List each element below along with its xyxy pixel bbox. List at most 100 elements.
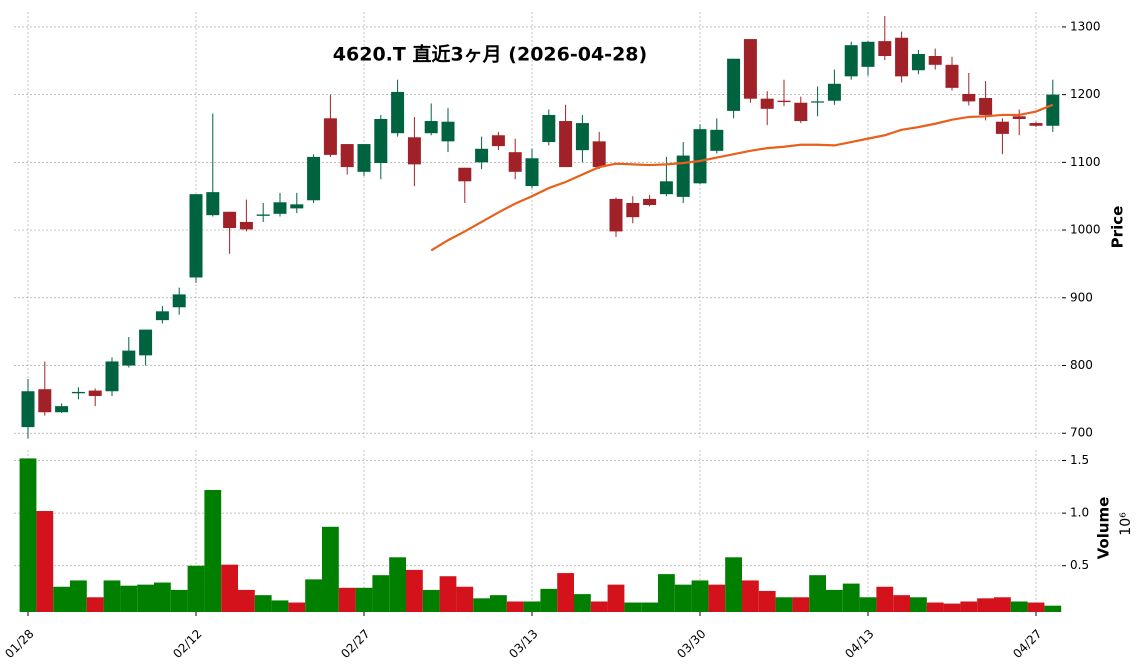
- volume-bar: [977, 598, 994, 612]
- y-tick-label: 800: [1070, 358, 1093, 372]
- candle-body: [878, 41, 892, 57]
- candle-body: [1029, 123, 1043, 126]
- volume-bar: [876, 586, 894, 612]
- volume-bar: [422, 589, 440, 612]
- y-tick-label: 1300: [1070, 19, 1101, 33]
- volume-bar: [271, 600, 289, 612]
- volume-bar: [523, 601, 541, 612]
- volume-bar: [607, 584, 625, 612]
- candle-body: [55, 406, 69, 413]
- volume-bar: [674, 584, 692, 612]
- volume-bar: [338, 587, 356, 612]
- volume-bar: [137, 584, 154, 612]
- volume-bar: [1010, 601, 1028, 612]
- y-tick-label: 1200: [1070, 87, 1101, 101]
- volume-bar: [322, 526, 339, 612]
- candle-body: [189, 194, 203, 278]
- y-tick-label: 1.0: [1070, 506, 1089, 520]
- volume-bar: [238, 589, 255, 612]
- candle-body: [710, 129, 724, 151]
- candle-body: [38, 389, 52, 413]
- volume-bar: [994, 597, 1011, 612]
- volume-bar: [490, 595, 507, 612]
- candle-body: [458, 167, 472, 182]
- volume-label: Volume: [1095, 497, 1113, 560]
- candle-body: [88, 390, 102, 396]
- candle-body: [760, 98, 774, 109]
- x-tick-label: 03/13: [506, 627, 540, 661]
- candle-body: [844, 45, 858, 77]
- candle-body: [374, 119, 388, 164]
- candle-body: [256, 214, 270, 216]
- candle-body: [340, 144, 354, 168]
- candle-body: [659, 181, 673, 195]
- volume-bar: [305, 579, 322, 612]
- volume-bar: [19, 458, 37, 612]
- candle-body: [743, 39, 757, 99]
- candle-body: [609, 198, 623, 232]
- volume-bar: [1027, 602, 1045, 612]
- candle-body: [122, 350, 136, 366]
- candle-body: [962, 93, 976, 102]
- volume-bar: [1044, 605, 1062, 612]
- candle-body: [626, 202, 640, 218]
- volume-bar: [557, 573, 574, 612]
- volume-bar: [624, 602, 642, 612]
- candle-body: [223, 211, 237, 229]
- candle-body: [441, 121, 455, 142]
- candle-body: [777, 100, 791, 103]
- candle-body: [139, 329, 153, 356]
- volume-bar: [70, 580, 87, 612]
- volume-bar: [204, 489, 222, 612]
- candle-body: [676, 155, 690, 197]
- candle-body: [643, 198, 657, 206]
- volume-bar: [893, 595, 910, 612]
- volume-bar: [406, 569, 423, 612]
- x-tick-label: 04/27: [1010, 627, 1044, 661]
- volume-bar: [254, 595, 272, 612]
- candle-body: [861, 41, 875, 67]
- volume-bar: [36, 511, 54, 612]
- volume-bar: [103, 580, 121, 612]
- volume-bar: [439, 576, 457, 612]
- volume-bar: [456, 586, 474, 612]
- candle-body: [323, 118, 337, 155]
- candle-body: [357, 144, 371, 172]
- volume-scale-label: 10⁶: [1118, 512, 1134, 536]
- volume-bar: [943, 603, 961, 612]
- candle-body: [105, 361, 119, 392]
- volume-bar: [960, 601, 978, 612]
- volume-bar: [574, 594, 591, 612]
- volume-bar: [170, 589, 188, 612]
- volume-bar: [506, 601, 524, 612]
- candle-body: [575, 123, 589, 151]
- y-tick-label: 1100: [1070, 155, 1101, 169]
- candle-body: [273, 202, 287, 214]
- volume-bar: [758, 590, 776, 612]
- y-tick-label: 1.5: [1070, 453, 1089, 467]
- volume-bar: [926, 602, 944, 612]
- volume-bar: [792, 597, 810, 612]
- candle-body: [559, 121, 573, 168]
- candle-body: [811, 101, 825, 103]
- candle-body: [475, 148, 489, 163]
- x-tick-label: 02/12: [170, 627, 204, 661]
- moving-average: [430, 103, 1054, 252]
- y-tick-label: 1000: [1070, 223, 1101, 237]
- candle-body: [928, 56, 942, 65]
- volume-bar: [708, 584, 726, 612]
- volume-bar: [288, 602, 306, 612]
- candle-body: [508, 152, 522, 172]
- volume-bar: [86, 597, 104, 612]
- candle-body: [911, 53, 925, 71]
- candle-body: [21, 391, 35, 428]
- candle-body: [525, 158, 539, 187]
- candle-body: [391, 91, 405, 134]
- volume-bar: [826, 589, 843, 612]
- volume-bar: [540, 588, 558, 612]
- volume-bar: [691, 580, 709, 612]
- volume-bar: [842, 583, 860, 612]
- y-tick-label: 700: [1070, 426, 1093, 440]
- candle-body: [239, 221, 253, 230]
